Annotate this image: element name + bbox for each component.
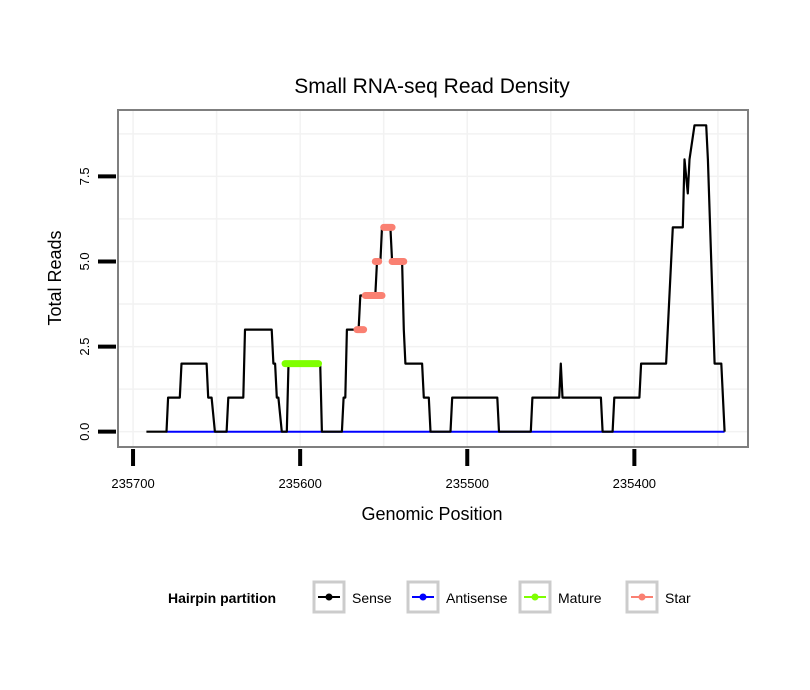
y-tick-label: 5.0 — [77, 252, 92, 270]
legend-key-point — [419, 593, 427, 601]
legend-item-antisense: Antisense — [406, 580, 508, 614]
x-tick-label: 235600 — [278, 476, 321, 491]
y-tick-label: 2.5 — [77, 338, 92, 356]
legend-title: Hairpin partition — [168, 590, 276, 606]
legend-label: Sense — [352, 590, 392, 606]
grid-lines — [118, 110, 748, 447]
y-axis-title: Total Reads — [45, 230, 65, 325]
legend-item-sense: Sense — [312, 580, 392, 614]
x-tick-label: 235700 — [111, 476, 154, 491]
legend-key-point — [531, 593, 539, 601]
legend: Hairpin partition Sense Antisense Mature St… — [168, 580, 691, 614]
x-axis-title: Genomic Position — [361, 504, 502, 524]
plot-border — [117, 109, 749, 448]
legend-item-star: Star — [625, 580, 691, 614]
y-axis: 0.0 2.5 5.0 7.5 — [77, 167, 116, 441]
legend-item-mature: Mature — [518, 580, 602, 614]
legend-key-point — [325, 593, 333, 601]
plot-panel — [118, 110, 748, 447]
x-axis: 235700 235600 235500 235400 — [111, 449, 656, 491]
y-tick-label: 0.0 — [77, 423, 92, 441]
chart-title: Small RNA-seq Read Density — [294, 75, 570, 98]
y-tick-label: 7.5 — [77, 167, 92, 185]
x-tick-label: 235500 — [446, 476, 489, 491]
legend-label: Mature — [558, 590, 602, 606]
legend-key-point — [638, 593, 646, 601]
legend-label: Star — [665, 590, 691, 606]
legend-label: Antisense — [446, 590, 508, 606]
x-tick-label: 235400 — [613, 476, 656, 491]
series-layer — [146, 124, 726, 433]
